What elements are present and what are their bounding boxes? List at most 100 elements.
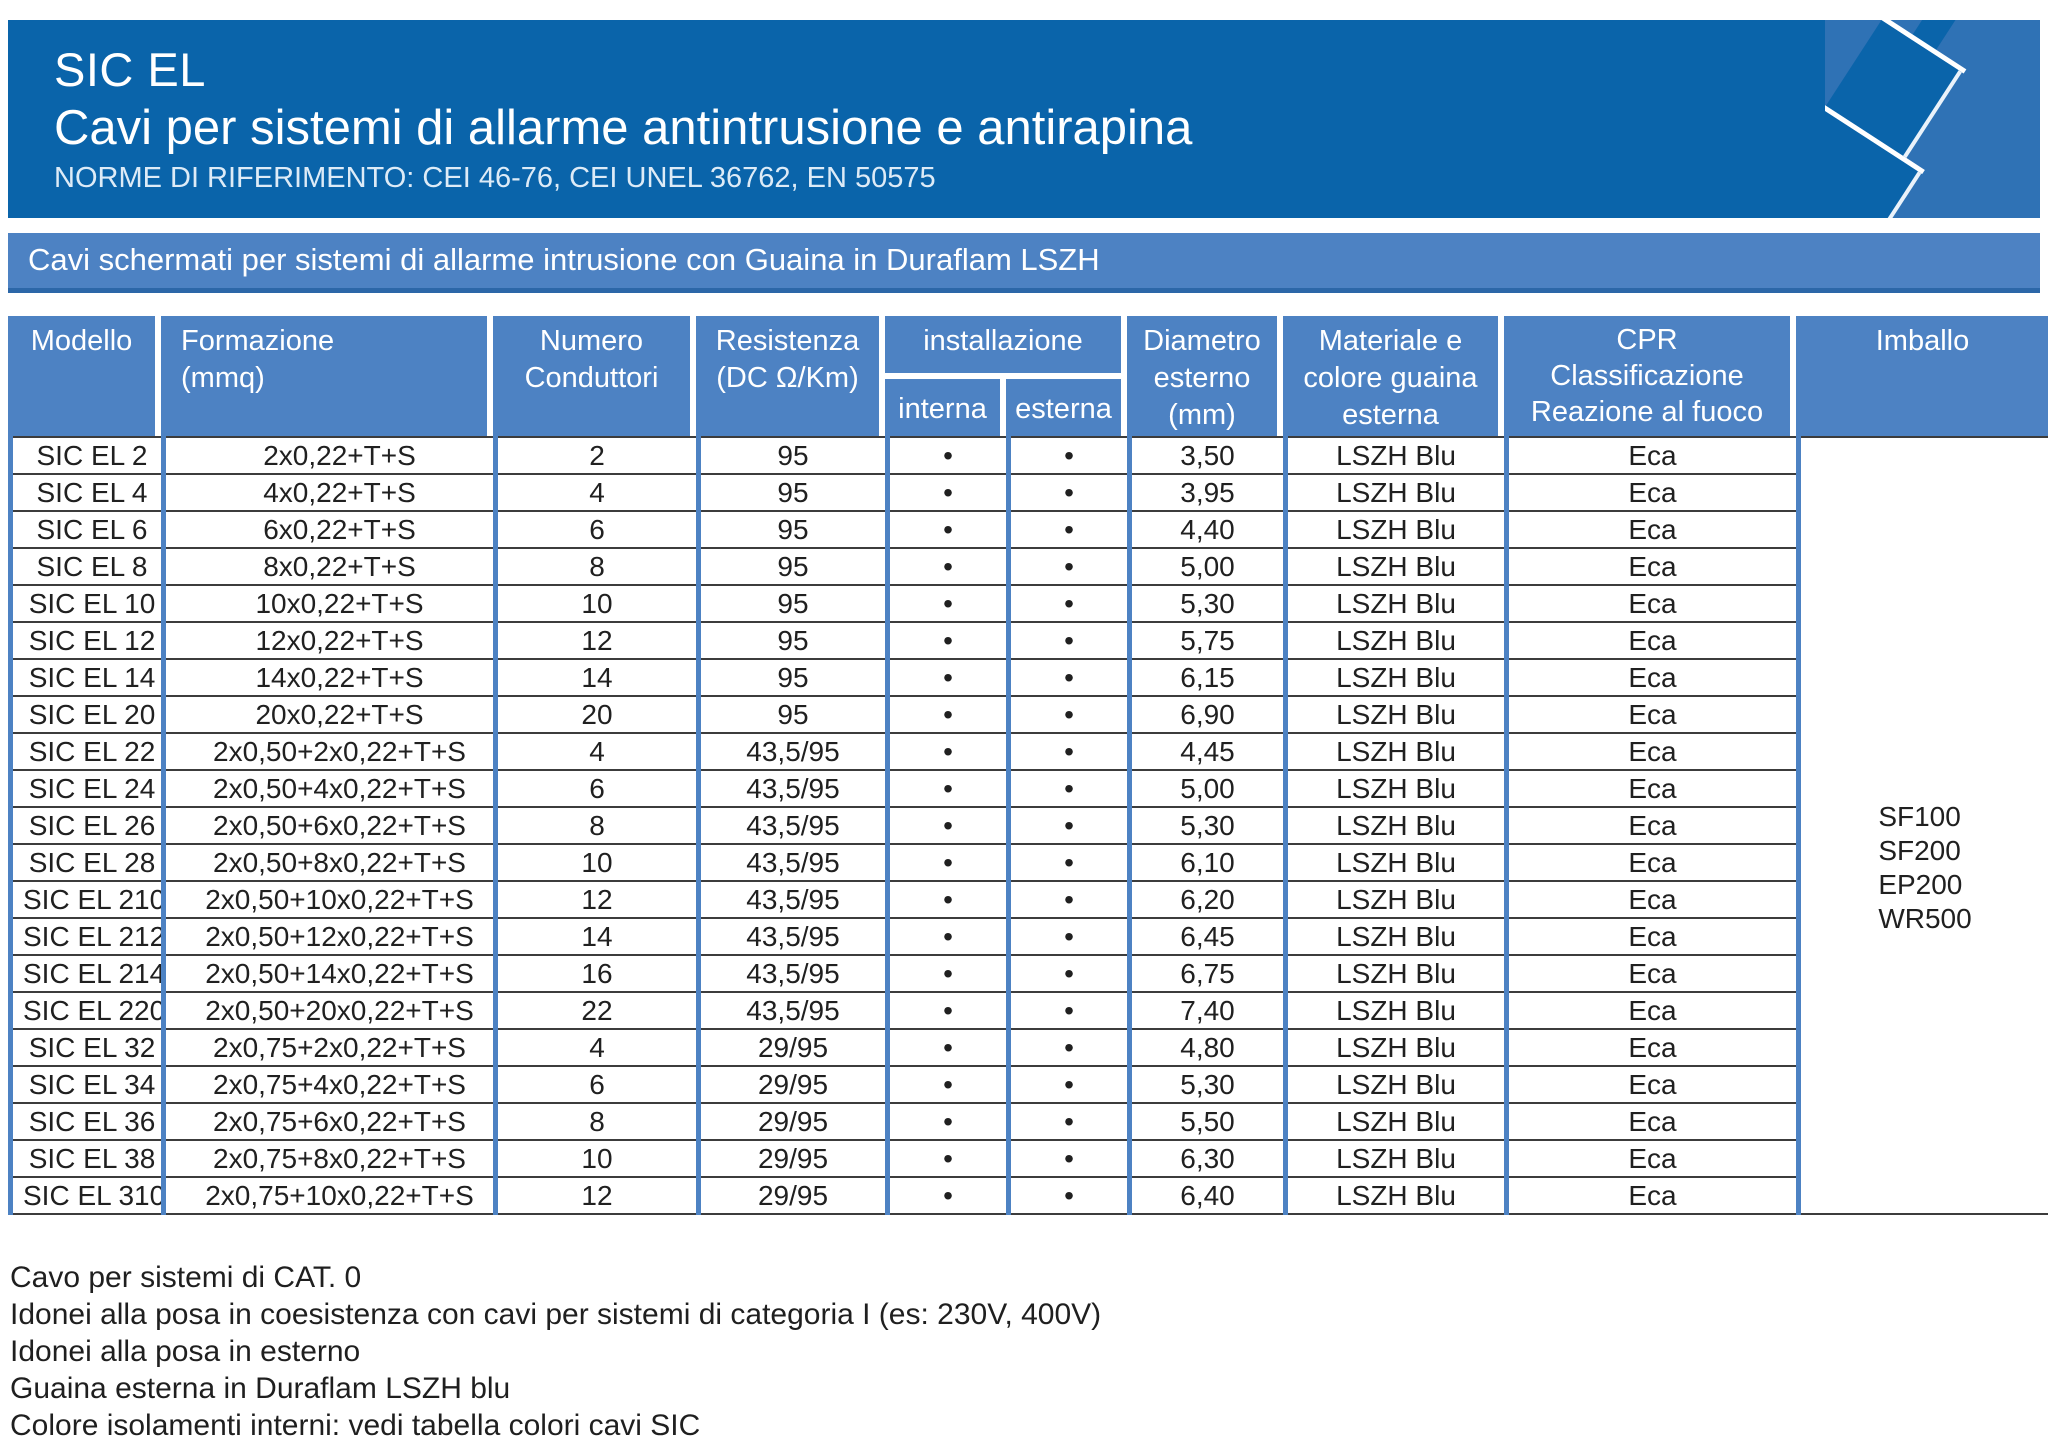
cell-installazione-esterna: • xyxy=(1009,1140,1130,1177)
cell-resistenza: 29/95 xyxy=(699,1066,888,1103)
cell-diametro: 5,00 xyxy=(1130,770,1286,807)
note-line: Guaina esterna in Duraflam LSZH blu xyxy=(10,1370,2040,1407)
cell-installazione-interna: • xyxy=(888,474,1009,511)
cell-diametro: 4,45 xyxy=(1130,733,1286,770)
cell-conduttori: 8 xyxy=(496,548,699,585)
cell-installazione-esterna: • xyxy=(1009,437,1130,474)
cell-materiale: LSZH Blu xyxy=(1286,585,1507,622)
banner-text-block: SIC EL Cavi per sistemi di allarme antin… xyxy=(8,20,2040,196)
note-line: Idonei alla posa in esterno xyxy=(10,1333,2040,1370)
cell-formazione: 2x0,75+8x0,22+T+S xyxy=(164,1140,496,1177)
cell-cpr: Eca xyxy=(1507,807,1799,844)
imballo-value: WR500 xyxy=(1878,902,1971,936)
cell-materiale: LSZH Blu xyxy=(1286,1066,1507,1103)
table-header: Modello Formazione (mmq) Numero Condutto… xyxy=(8,316,2048,436)
cell-resistenza: 43,5/95 xyxy=(699,955,888,992)
cell-modello: SIC EL 22 xyxy=(11,733,164,770)
cell-formazione: 2x0,50+10x0,22+T+S xyxy=(164,881,496,918)
cell-conduttori: 12 xyxy=(496,1177,699,1214)
cell-cpr: Eca xyxy=(1507,955,1799,992)
cell-resistenza: 29/95 xyxy=(699,1177,888,1214)
cell-installazione-esterna: • xyxy=(1009,659,1130,696)
cell-resistenza: 29/95 xyxy=(699,1103,888,1140)
cell-materiale: LSZH Blu xyxy=(1286,844,1507,881)
cell-installazione-interna: • xyxy=(888,1029,1009,1066)
cell-materiale: LSZH Blu xyxy=(1286,437,1507,474)
footer-notes: Cavo per sistemi di CAT. 0 Idonei alla p… xyxy=(8,1259,2040,1444)
cell-cpr: Eca xyxy=(1507,1177,1799,1214)
col-header-formazione: Formazione (mmq) xyxy=(161,316,493,436)
imballo-value: EP200 xyxy=(1878,868,1971,902)
col-header-materiale: Materiale e colore guaina esterna xyxy=(1283,316,1504,436)
cell-cpr: Eca xyxy=(1507,1140,1799,1177)
cell-installazione-interna: • xyxy=(888,807,1009,844)
cell-modello: SIC EL 28 xyxy=(11,844,164,881)
cell-materiale: LSZH Blu xyxy=(1286,1103,1507,1140)
cell-modello: SIC EL 38 xyxy=(11,1140,164,1177)
cell-materiale: LSZH Blu xyxy=(1286,955,1507,992)
cell-installazione-esterna: • xyxy=(1009,622,1130,659)
cell-modello: SIC EL 212 xyxy=(11,918,164,955)
cell-modello: SIC EL 8 xyxy=(11,548,164,585)
cell-cpr: Eca xyxy=(1507,1066,1799,1103)
cell-modello: SIC EL 2 xyxy=(11,437,164,474)
cell-formazione: 2x0,50+4x0,22+T+S xyxy=(164,770,496,807)
cell-installazione-esterna: • xyxy=(1009,696,1130,733)
cell-formazione: 2x0,75+6x0,22+T+S xyxy=(164,1103,496,1140)
cell-formazione: 2x0,75+2x0,22+T+S xyxy=(164,1029,496,1066)
page-title: Cavi per sistemi di allarme antintrusion… xyxy=(54,98,2040,158)
cell-formazione: 2x0,22+T+S xyxy=(164,437,496,474)
cell-materiale: LSZH Blu xyxy=(1286,1140,1507,1177)
cell-conduttori: 8 xyxy=(496,1103,699,1140)
cell-diametro: 7,40 xyxy=(1130,992,1286,1029)
cell-modello: SIC EL 6 xyxy=(11,511,164,548)
cell-modello: SIC EL 34 xyxy=(11,1066,164,1103)
cell-resistenza: 95 xyxy=(699,659,888,696)
cell-resistenza: 43,5/95 xyxy=(699,733,888,770)
cell-conduttori: 14 xyxy=(496,918,699,955)
cell-installazione-esterna: • xyxy=(1009,1103,1130,1140)
col-header-resistenza: Resistenza (DC Ω/Km) xyxy=(696,316,885,436)
col-header-esterna: esterna xyxy=(1006,379,1127,436)
note-line: Idonei alla posa in coesistenza con cavi… xyxy=(10,1296,2040,1333)
cell-materiale: LSZH Blu xyxy=(1286,474,1507,511)
cell-installazione-esterna: • xyxy=(1009,1029,1130,1066)
cell-resistenza: 43,5/95 xyxy=(699,844,888,881)
cell-cpr: Eca xyxy=(1507,733,1799,770)
cell-installazione-interna: • xyxy=(888,918,1009,955)
cell-installazione-interna: • xyxy=(888,1177,1009,1214)
cell-diametro: 5,00 xyxy=(1130,548,1286,585)
cell-formazione: 2x0,50+14x0,22+T+S xyxy=(164,955,496,992)
cell-materiale: LSZH Blu xyxy=(1286,881,1507,918)
cell-diametro: 5,30 xyxy=(1130,1066,1286,1103)
cell-conduttori: 4 xyxy=(496,1029,699,1066)
cell-resistenza: 95 xyxy=(699,622,888,659)
cell-installazione-esterna: • xyxy=(1009,733,1130,770)
cell-installazione-interna: • xyxy=(888,844,1009,881)
header-banner: SIC EL Cavi per sistemi di allarme antin… xyxy=(8,20,2040,218)
cell-modello: SIC EL 210 xyxy=(11,881,164,918)
cell-cpr: Eca xyxy=(1507,659,1799,696)
cell-resistenza: 95 xyxy=(699,437,888,474)
cell-installazione-interna: • xyxy=(888,881,1009,918)
cell-installazione-interna: • xyxy=(888,1140,1009,1177)
cell-formazione: 4x0,22+T+S xyxy=(164,474,496,511)
cell-modello: SIC EL 32 xyxy=(11,1029,164,1066)
cell-formazione: 20x0,22+T+S xyxy=(164,696,496,733)
cell-modello: SIC EL 220 xyxy=(11,992,164,1029)
cell-diametro: 5,30 xyxy=(1130,807,1286,844)
